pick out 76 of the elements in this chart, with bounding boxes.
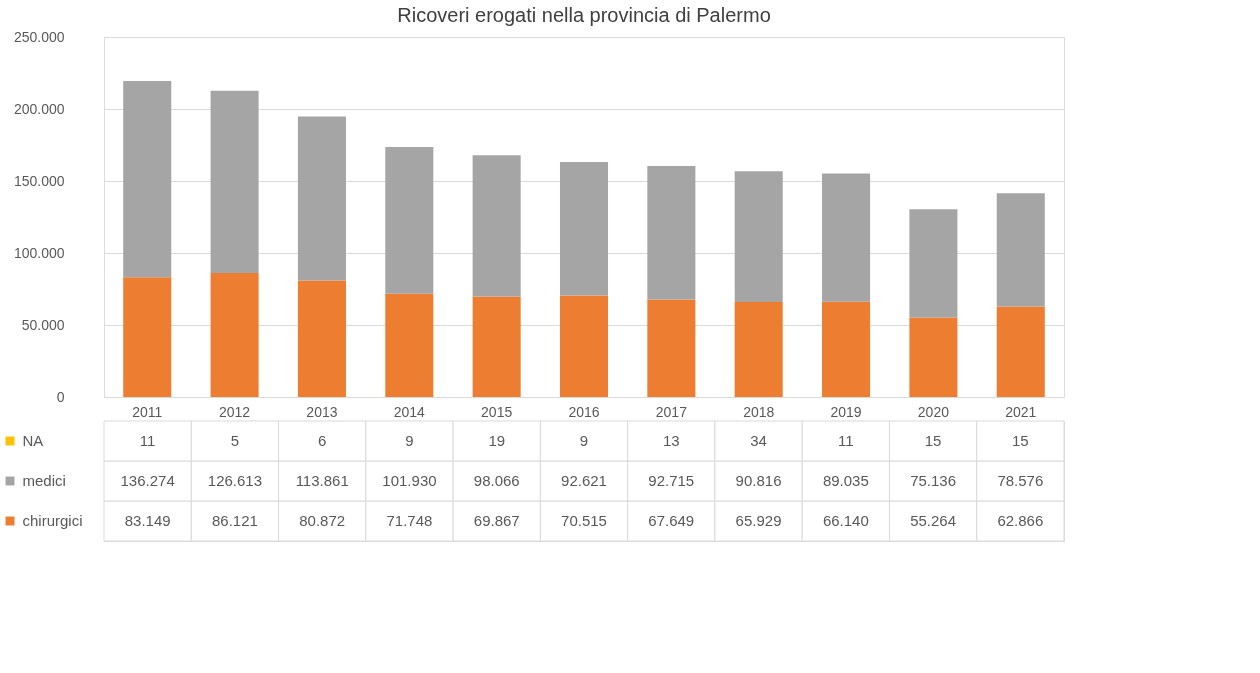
x-tick-label: 2015	[481, 403, 513, 420]
bar	[123, 277, 172, 397]
data-label: 11	[139, 432, 156, 449]
data-label: 69.867	[473, 512, 520, 529]
bar	[822, 301, 871, 397]
data-label: 65.929	[735, 512, 782, 529]
data-label: 71.748	[386, 512, 433, 529]
data-label: 89.035	[822, 472, 869, 489]
data-label: 62.866	[997, 512, 1044, 529]
bar	[385, 293, 434, 397]
data-label: 11	[838, 432, 854, 449]
data-label: 9	[579, 432, 589, 449]
bar	[734, 171, 783, 303]
y-tick-label: 0	[56, 388, 65, 405]
data-label: 9	[405, 432, 414, 449]
bar	[297, 280, 346, 397]
bar	[559, 295, 609, 397]
data-label: 92.715	[648, 472, 695, 489]
x-tick-label: 2021	[1005, 403, 1037, 420]
data-label: 78.576	[997, 472, 1044, 489]
data-label: 92.621	[561, 472, 607, 489]
data-label: 15	[924, 432, 942, 449]
data-label: 15	[1012, 432, 1029, 449]
x-tick-label: 2019	[830, 403, 862, 420]
x-tick-label: 2013	[306, 403, 338, 420]
data-label: 66.140	[822, 512, 869, 529]
y-tick-label: 200.000	[13, 100, 65, 117]
bar	[472, 155, 521, 297]
data-label: 86.121	[211, 512, 258, 529]
data-label: 90.816	[735, 472, 782, 489]
bar	[210, 90, 259, 273]
bar	[385, 146, 434, 294]
y-tick-label: 50.000	[21, 316, 65, 333]
x-tick-label: 2014	[393, 403, 426, 420]
y-tick-label: 250.000	[13, 28, 65, 45]
data-label: 126.613	[207, 472, 263, 489]
bar	[734, 302, 783, 397]
y-tick-label: 100.000	[13, 244, 65, 261]
data-label: 5	[230, 432, 240, 449]
x-tick-label: 2012	[219, 403, 251, 420]
bar	[647, 166, 696, 300]
data-label: 6	[318, 432, 327, 449]
bar	[909, 317, 958, 397]
x-tick-label: 2017	[655, 403, 688, 420]
data-label: 136.274	[120, 472, 175, 489]
y-tick-label: 150.000	[13, 172, 65, 189]
data-label: 101.930	[382, 472, 437, 489]
bar	[210, 272, 259, 397]
bar	[996, 306, 1045, 397]
data-label: 19	[488, 432, 506, 449]
x-tick-label: 2018	[743, 403, 775, 420]
legend-label: NA	[22, 432, 44, 449]
data-label: 80.872	[299, 512, 346, 529]
bar	[559, 162, 609, 296]
x-tick-label: 2016	[568, 403, 600, 420]
bar	[822, 173, 871, 302]
chart-title: Ricoveri erogati nella provincia di Palermo	[397, 4, 771, 26]
bar	[647, 299, 696, 397]
bar	[472, 296, 521, 397]
x-tick-label: 2011	[132, 403, 163, 420]
data-label: 75.136	[910, 472, 957, 489]
data-label: 55.264	[910, 512, 957, 529]
data-label: 67.649	[648, 512, 695, 529]
bar	[909, 209, 958, 318]
legend-label: medici	[22, 472, 66, 489]
data-label: 113.861	[295, 472, 349, 489]
legend-label: chirurgici	[22, 512, 83, 529]
data-label: 83.149	[124, 512, 171, 529]
data-label: 34	[750, 432, 767, 449]
data-label: 98.066	[473, 472, 520, 489]
data-label: 13	[662, 432, 680, 449]
data-label: 70.515	[561, 512, 607, 529]
x-tick-label: 2020	[917, 403, 950, 420]
bar	[123, 81, 172, 278]
bar	[297, 116, 346, 281]
bar	[996, 193, 1045, 307]
